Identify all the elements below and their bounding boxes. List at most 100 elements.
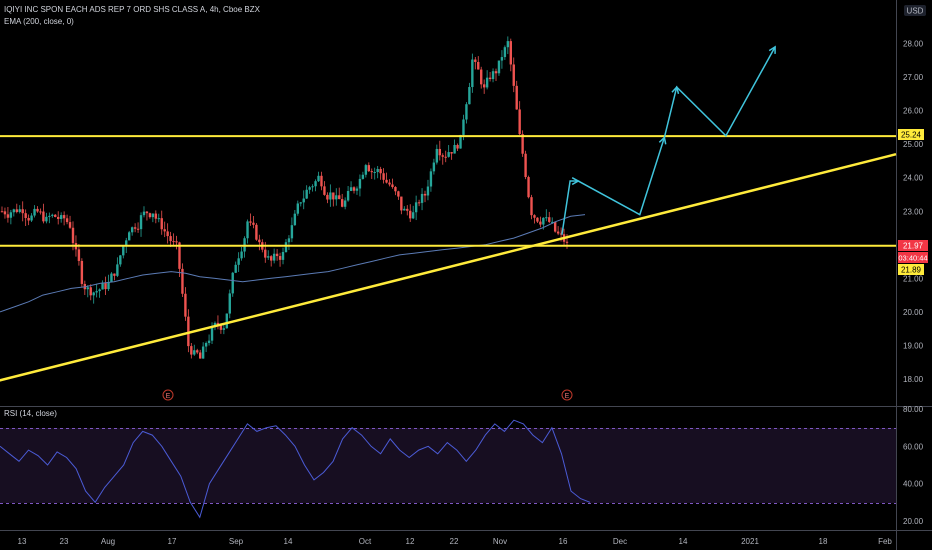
candle[interactable]: [86, 287, 89, 290]
candle[interactable]: [57, 216, 60, 219]
candle[interactable]: [406, 208, 409, 211]
candle[interactable]: [521, 134, 524, 154]
candle[interactable]: [89, 287, 92, 296]
candle[interactable]: [320, 175, 323, 187]
candle[interactable]: [166, 231, 169, 237]
candle[interactable]: [518, 109, 521, 135]
candle[interactable]: [361, 174, 365, 179]
candle[interactable]: [403, 208, 406, 211]
candle[interactable]: [296, 203, 300, 214]
candle[interactable]: [92, 292, 95, 296]
candle[interactable]: [154, 213, 158, 219]
time-axis[interactable]: 13 23 Aug 17 Sep 14 Oct 12 22 Nov 16 Dec 14 2021 18 Feb: [18, 537, 893, 546]
candle[interactable]: [420, 193, 424, 203]
candle[interactable]: [258, 239, 261, 243]
candle[interactable]: [388, 182, 391, 185]
candle[interactable]: [201, 346, 205, 359]
candle[interactable]: [62, 215, 66, 219]
candle[interactable]: [133, 227, 137, 229]
candle[interactable]: [151, 213, 155, 218]
candle[interactable]: [332, 192, 335, 200]
candle[interactable]: [116, 264, 119, 276]
candle[interactable]: [382, 173, 385, 180]
candle[interactable]: [269, 256, 273, 261]
candle[interactable]: [249, 221, 252, 223]
candle[interactable]: [24, 213, 27, 218]
candle[interactable]: [130, 227, 134, 233]
candle[interactable]: [444, 156, 447, 158]
candle[interactable]: [51, 214, 54, 216]
candle[interactable]: [314, 181, 317, 187]
candle[interactable]: [317, 175, 320, 182]
candle[interactable]: [272, 253, 276, 261]
rsi-label[interactable]: RSI (14, close): [4, 409, 57, 418]
candle[interactable]: [530, 197, 533, 216]
candle[interactable]: [553, 221, 557, 232]
candle[interactable]: [515, 85, 518, 110]
candle[interactable]: [110, 273, 113, 283]
candle[interactable]: [54, 214, 57, 217]
candle[interactable]: [308, 187, 311, 190]
candle[interactable]: [95, 291, 98, 293]
candle[interactable]: [184, 293, 187, 317]
candle[interactable]: [246, 221, 249, 239]
candle[interactable]: [302, 198, 305, 203]
candle[interactable]: [349, 187, 353, 191]
candle[interactable]: [278, 256, 282, 260]
candle[interactable]: [509, 41, 512, 65]
candle[interactable]: [450, 152, 453, 154]
candle[interactable]: [36, 208, 39, 212]
candle[interactable]: [536, 217, 539, 222]
candle[interactable]: [385, 179, 388, 183]
candle[interactable]: [207, 340, 211, 343]
rsi-line[interactable]: [0, 419, 591, 519]
candle[interactable]: [417, 202, 421, 204]
candle[interactable]: [376, 168, 379, 173]
candle[interactable]: [287, 238, 291, 243]
projected-path[interactable]: [561, 46, 776, 235]
candle[interactable]: [122, 246, 125, 256]
candle[interactable]: [9, 212, 13, 218]
candle[interactable]: [426, 186, 430, 196]
candle[interactable]: [512, 64, 515, 86]
candle[interactable]: [462, 119, 465, 135]
earnings-marker[interactable]: E: [162, 389, 174, 401]
candle[interactable]: [136, 228, 140, 230]
candle[interactable]: [471, 59, 474, 88]
candle[interactable]: [193, 350, 196, 355]
earnings-marker[interactable]: E: [561, 389, 573, 401]
candle[interactable]: [267, 256, 270, 258]
candle[interactable]: [175, 241, 178, 243]
candle[interactable]: [181, 268, 184, 294]
candle[interactable]: [539, 221, 542, 225]
candle[interactable]: [48, 215, 51, 217]
candle[interactable]: [71, 227, 75, 244]
candle[interactable]: [548, 217, 551, 222]
candle[interactable]: [107, 282, 110, 290]
candle[interactable]: [485, 77, 489, 88]
candle[interactable]: [98, 289, 101, 292]
candle[interactable]: [157, 218, 160, 220]
candle[interactable]: [459, 134, 462, 149]
candle[interactable]: [305, 189, 308, 199]
candle[interactable]: [394, 187, 397, 192]
candle[interactable]: [480, 69, 483, 85]
candle[interactable]: [545, 217, 548, 219]
candle[interactable]: [228, 293, 231, 314]
candle[interactable]: [119, 255, 122, 265]
currency-label[interactable]: USD: [907, 7, 924, 16]
candle[interactable]: [284, 242, 288, 253]
candle[interactable]: [491, 71, 495, 80]
candle[interactable]: [142, 211, 146, 216]
candle[interactable]: [187, 316, 190, 347]
rsi-axis[interactable]: 80.00 60.00 40.00 20.00: [903, 405, 924, 526]
candle[interactable]: [190, 346, 193, 355]
candle[interactable]: [18, 209, 21, 212]
candle[interactable]: [551, 221, 554, 223]
candle[interactable]: [219, 324, 223, 330]
candle[interactable]: [0, 211, 4, 213]
candle[interactable]: [352, 187, 356, 191]
candle[interactable]: [391, 184, 394, 188]
candle[interactable]: [169, 236, 172, 242]
